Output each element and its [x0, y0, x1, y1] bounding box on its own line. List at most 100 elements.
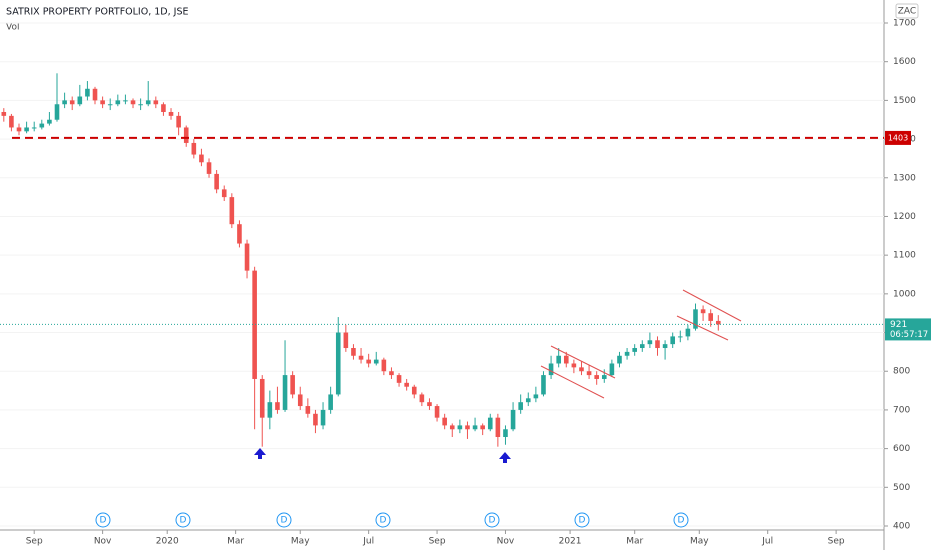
candle-body — [571, 363, 577, 368]
candle-body — [457, 425, 463, 430]
candle-body — [427, 402, 432, 407]
horizontal-line-label: 1403 — [888, 133, 908, 142]
dividend-marker — [95, 512, 111, 528]
y-tick-label: 1200 — [893, 212, 916, 222]
candle-body — [594, 375, 599, 379]
arrows — [254, 448, 511, 463]
candle-body — [305, 406, 311, 414]
candle-body — [290, 375, 295, 395]
x-tick-label: Sep — [429, 537, 446, 547]
candle-body — [472, 425, 478, 430]
candle-body — [275, 402, 280, 410]
candle-body — [404, 382, 409, 387]
candle-body — [601, 375, 607, 379]
dividend-marker — [484, 512, 500, 528]
candle-body — [9, 115, 14, 128]
dividend-label: D — [489, 516, 496, 526]
candle-body — [373, 359, 379, 364]
candle-body — [510, 409, 516, 430]
candle-body — [313, 413, 318, 426]
candle-body — [715, 320, 721, 325]
candle-body — [449, 425, 455, 430]
y-tick-label: 1600 — [893, 57, 916, 67]
candle-body — [533, 394, 539, 399]
x-tick-label: Sep — [26, 537, 43, 547]
candle-body — [495, 417, 501, 438]
y-tick-label: 400 — [893, 522, 910, 532]
y-tick-label: 800 — [893, 367, 910, 377]
candle-body — [47, 119, 52, 124]
candle-body — [586, 371, 592, 376]
candle-body — [366, 359, 371, 364]
candle-body — [487, 417, 493, 430]
candle-body — [138, 104, 143, 106]
dividend-marker — [276, 512, 292, 528]
candle-body — [556, 355, 561, 364]
candle-body — [199, 154, 204, 163]
candle-body — [176, 115, 181, 128]
channel-line — [676, 315, 729, 341]
dividend-marker — [375, 512, 391, 528]
dividend-marker — [175, 512, 191, 528]
dividend-label: D — [281, 516, 288, 526]
chart-title: SATRIX PROPERTY PORTFOLIO, 1D, JSE — [6, 7, 188, 18]
candle-body — [328, 394, 333, 410]
candle-body — [381, 359, 387, 372]
x-tick-label: Jul — [761, 537, 773, 547]
candle-body — [221, 189, 227, 198]
candle-body — [168, 111, 174, 116]
candle-body — [677, 336, 683, 338]
x-tick-label: May — [690, 537, 709, 547]
dividend-label: D — [678, 516, 685, 526]
candle-body — [563, 355, 569, 364]
candle-body — [655, 340, 660, 349]
candle-body — [609, 363, 615, 376]
candle-body — [693, 309, 698, 329]
dividend-label: D — [579, 516, 586, 526]
candle-body — [123, 100, 128, 102]
candle-body — [107, 104, 113, 106]
candle-body — [548, 363, 554, 376]
candle-body — [632, 348, 637, 352]
candle-body — [54, 104, 60, 120]
up-arrow — [254, 448, 266, 459]
candle-body — [252, 270, 257, 379]
candle-body — [525, 398, 531, 403]
candle-body — [62, 100, 67, 105]
candle-body — [130, 100, 136, 105]
candle-body — [183, 127, 189, 143]
candle-body — [503, 429, 508, 438]
candle-body — [161, 104, 166, 112]
y-tick-label: 600 — [893, 444, 910, 454]
channel-line — [550, 345, 616, 379]
candle-body — [411, 386, 417, 395]
candle-body — [259, 378, 265, 418]
horizontal-line-label-box — [885, 130, 911, 145]
candle-body — [442, 417, 447, 426]
x-tick-label: Mar — [227, 537, 244, 547]
candle-body — [639, 344, 645, 349]
candle-body — [237, 224, 242, 244]
candle-body — [351, 348, 356, 356]
dividend-marker — [673, 512, 689, 528]
channel-line — [540, 365, 605, 399]
dividend-label: D — [380, 516, 387, 526]
plot — [0, 22, 884, 527]
x-tick-label: Jul — [362, 537, 374, 547]
candle-body — [282, 375, 288, 410]
currency-label: ZAC — [898, 7, 916, 17]
dividend-label: D — [100, 516, 107, 526]
candle-body — [662, 344, 668, 349]
candle-body — [24, 127, 29, 132]
candle-body — [624, 351, 630, 356]
dividend-label: D — [180, 516, 187, 526]
x-tick-label: Mar — [626, 537, 643, 547]
y-tick-label: 700 — [893, 405, 910, 415]
candle-body — [343, 332, 349, 349]
candle-body — [191, 142, 197, 155]
candle-body — [700, 309, 706, 314]
candle-body — [115, 100, 121, 105]
x-tick-label: May — [291, 537, 310, 547]
channel-line — [682, 289, 742, 322]
